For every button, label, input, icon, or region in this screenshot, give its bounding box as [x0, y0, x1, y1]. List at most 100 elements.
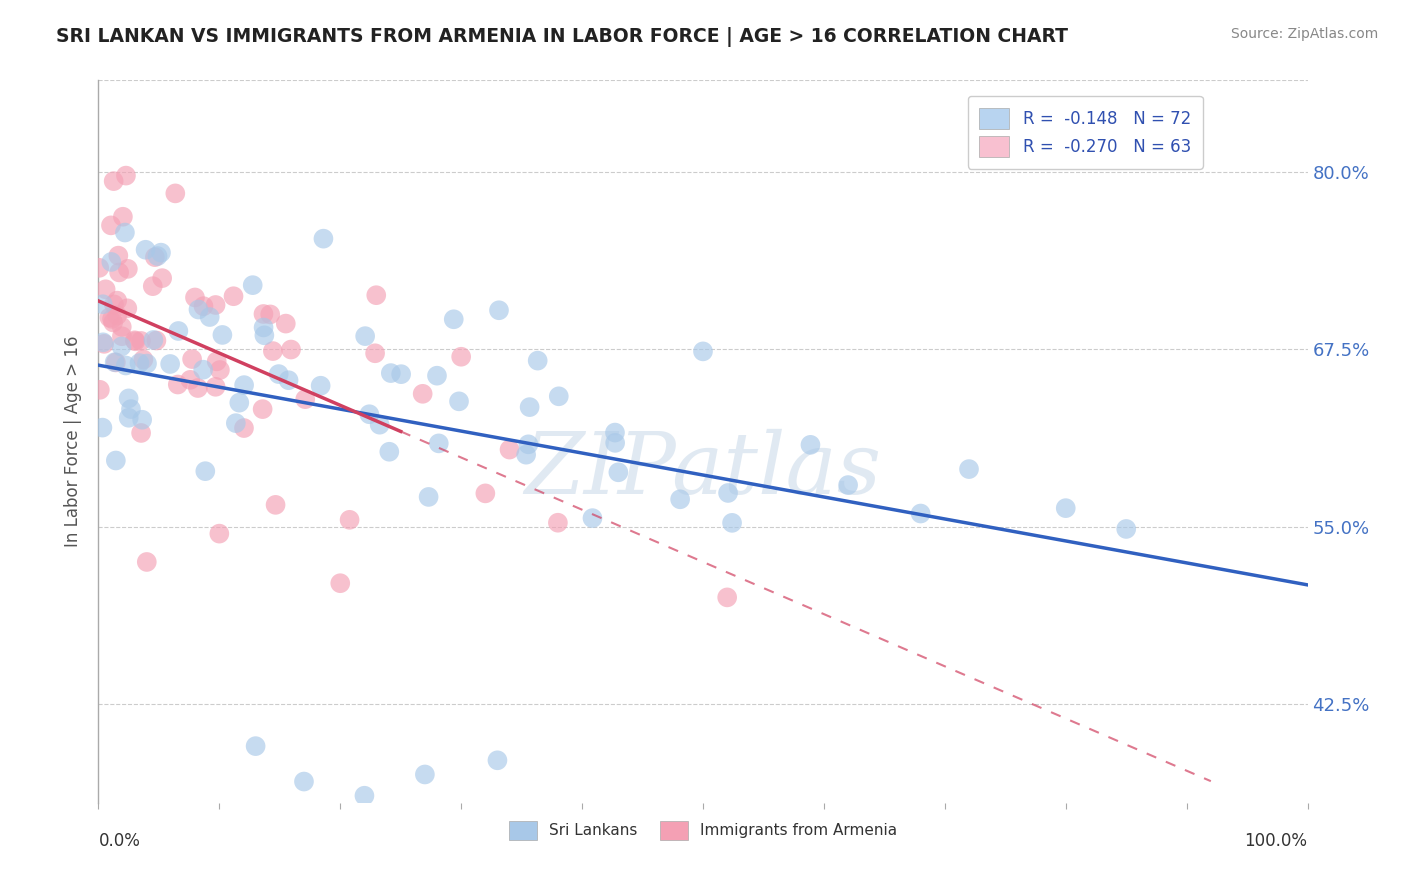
Point: [717, 486, 740, 500]
Point: [910, 507, 932, 521]
Point: [129, 425, 152, 440]
Point: [515, 448, 537, 462]
Point: [242, 278, 264, 293]
Point: [208, 363, 231, 377]
Point: [129, 334, 152, 348]
Point: [389, 367, 412, 381]
Point: [187, 302, 209, 317]
Point: [581, 511, 603, 525]
Point: [267, 367, 290, 381]
Point: [124, 334, 146, 348]
Point: [204, 380, 226, 394]
Point: [253, 328, 276, 343]
Point: [252, 320, 274, 334]
Point: [114, 359, 136, 373]
Point: [194, 464, 217, 478]
Point: [159, 357, 181, 371]
Point: [228, 395, 250, 409]
Point: [193, 299, 215, 313]
Point: [91, 335, 114, 350]
Point: [264, 498, 287, 512]
Point: [721, 516, 744, 530]
Point: [519, 400, 541, 414]
Point: [91, 297, 114, 311]
Point: [603, 425, 626, 440]
Point: [149, 245, 172, 260]
Point: [277, 373, 299, 387]
Point: [488, 303, 510, 318]
Point: [128, 356, 150, 370]
Point: [418, 490, 440, 504]
Text: 0.0%: 0.0%: [98, 831, 141, 850]
Point: [89, 383, 111, 397]
Point: [100, 255, 122, 269]
Point: [380, 366, 402, 380]
Point: [108, 265, 131, 279]
Point: [89, 260, 111, 275]
Point: [233, 378, 256, 392]
Point: [252, 402, 274, 417]
Point: [117, 392, 139, 406]
Point: [526, 353, 548, 368]
Point: [110, 339, 132, 353]
Point: [486, 753, 509, 767]
Point: [146, 249, 169, 263]
Point: [150, 271, 173, 285]
Point: [329, 576, 352, 591]
Point: [105, 293, 128, 308]
Point: [103, 297, 125, 311]
Point: [368, 417, 391, 432]
Text: ZIPatlas: ZIPatlas: [524, 429, 882, 512]
Point: [447, 394, 470, 409]
Point: [193, 362, 215, 376]
Point: [443, 312, 465, 326]
Point: [179, 373, 201, 387]
Point: [957, 462, 980, 476]
Point: [413, 767, 436, 781]
Point: [135, 555, 157, 569]
Point: [132, 352, 155, 367]
Point: [450, 350, 472, 364]
Point: [799, 438, 821, 452]
Point: [124, 334, 146, 349]
Point: [208, 526, 231, 541]
Point: [181, 352, 204, 367]
Point: [104, 355, 127, 369]
Point: [607, 465, 630, 479]
Point: [312, 232, 335, 246]
Point: [135, 243, 157, 257]
Text: Source: ZipAtlas.com: Source: ZipAtlas.com: [1230, 27, 1378, 41]
Point: [117, 301, 139, 316]
Point: [93, 336, 115, 351]
Point: [91, 420, 114, 434]
Text: SRI LANKAN VS IMMIGRANTS FROM ARMENIA IN LABOR FORCE | AGE > 16 CORRELATION CHAR: SRI LANKAN VS IMMIGRANTS FROM ARMENIA IN…: [56, 27, 1069, 46]
Point: [103, 174, 125, 188]
Point: [274, 317, 297, 331]
Point: [1115, 522, 1137, 536]
Point: [100, 219, 122, 233]
Point: [474, 486, 496, 500]
Point: [111, 329, 134, 343]
Point: [204, 298, 226, 312]
Point: [114, 226, 136, 240]
Point: [205, 354, 228, 368]
Point: [280, 343, 302, 357]
Point: [105, 308, 128, 322]
Point: [252, 307, 274, 321]
Point: [165, 186, 187, 201]
Point: [669, 492, 692, 507]
Point: [167, 324, 190, 338]
Point: [115, 169, 138, 183]
Point: [166, 377, 188, 392]
Point: [101, 315, 124, 329]
Point: [245, 739, 267, 753]
Point: [354, 329, 377, 343]
Point: [426, 368, 449, 383]
Point: [292, 774, 315, 789]
Point: [366, 288, 388, 302]
Text: 100.0%: 100.0%: [1244, 831, 1308, 850]
Point: [131, 413, 153, 427]
Point: [142, 333, 165, 347]
Point: [107, 249, 129, 263]
Point: [353, 789, 375, 803]
